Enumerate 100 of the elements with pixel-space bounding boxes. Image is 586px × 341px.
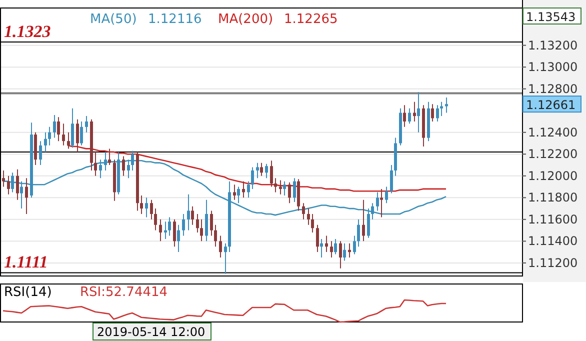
series-label: RSI:52.74414 xyxy=(80,285,168,300)
candlestick xyxy=(251,166,254,190)
candlestick xyxy=(182,213,185,236)
candlestick xyxy=(108,148,111,166)
candlestick xyxy=(436,104,439,122)
candlestick xyxy=(265,163,268,179)
candlestick xyxy=(348,242,351,258)
candlestick xyxy=(293,178,296,203)
candlestick xyxy=(288,182,291,204)
candlestick xyxy=(390,164,393,194)
candlestick xyxy=(247,180,250,198)
candlestick xyxy=(431,104,434,122)
candlestick xyxy=(256,162,259,179)
candlestick xyxy=(445,97,448,114)
candlestick xyxy=(237,186,240,204)
candlestick xyxy=(67,132,70,150)
candlestick xyxy=(196,213,199,233)
candlestick xyxy=(440,101,443,117)
candlestick xyxy=(343,242,346,262)
ref-line-label: 1.1323 xyxy=(4,22,52,42)
candlestick xyxy=(242,180,245,198)
y-tick-label: 1.12800 xyxy=(528,82,578,96)
candlestick xyxy=(71,108,74,148)
y-tick-label: 1.12200 xyxy=(528,147,578,162)
candlestick xyxy=(173,218,176,248)
candlestick xyxy=(177,224,180,253)
chart-title: RSI(14) xyxy=(4,285,52,300)
candlestick xyxy=(48,126,51,146)
candlestick xyxy=(283,180,286,196)
candlestick xyxy=(44,132,47,152)
candlestick xyxy=(362,199,365,242)
candlestick xyxy=(385,186,388,204)
candlestick xyxy=(168,216,171,236)
candlestick xyxy=(53,114,56,138)
y-tick-label: 1.13000 xyxy=(528,60,578,74)
candlestick xyxy=(145,197,148,218)
candlestick xyxy=(224,242,227,274)
candlestick xyxy=(219,235,222,258)
text: MA(200) xyxy=(218,12,274,27)
candlestick xyxy=(260,162,263,176)
candlestick xyxy=(214,224,217,248)
annotation: 1.12265 xyxy=(284,12,338,27)
y-tick-label: 1.13200 xyxy=(528,38,578,52)
y-tick-label: 1.11200 xyxy=(528,256,578,270)
candlestick xyxy=(274,178,277,193)
candlestick xyxy=(80,120,83,146)
y-tick-label: 1.11800 xyxy=(528,190,578,205)
text: 2019-05-14 12:00 xyxy=(97,325,206,339)
candlestick xyxy=(403,104,406,128)
ref-line-label: 1.1111 xyxy=(4,252,48,272)
annotation: 1.12116 xyxy=(148,12,202,27)
candlestick xyxy=(316,224,319,253)
candlestick xyxy=(150,199,153,220)
candlestick xyxy=(57,116,60,142)
candlestick xyxy=(408,108,411,124)
candlestick xyxy=(357,218,360,248)
candlestick xyxy=(325,235,328,253)
text: 1.13543 xyxy=(526,10,576,24)
candlestick xyxy=(302,202,305,220)
candlestick xyxy=(122,156,125,176)
candlestick xyxy=(16,168,19,200)
candlestick xyxy=(417,92,420,133)
candlestick xyxy=(353,235,356,255)
candlestick xyxy=(25,178,28,214)
candlestick xyxy=(20,180,23,210)
y-tick-label: 1.11400 xyxy=(528,234,578,248)
candlestick xyxy=(376,192,379,212)
candlestick xyxy=(320,238,323,258)
candlestick xyxy=(140,194,143,214)
candlestick xyxy=(2,170,5,188)
candlestick xyxy=(154,208,157,231)
y-tick-label: 1.11600 xyxy=(528,212,578,226)
candlestick xyxy=(413,101,416,122)
candlestick xyxy=(205,199,208,242)
candlestick xyxy=(159,218,162,242)
candlestick xyxy=(233,184,236,200)
candlestick xyxy=(311,213,314,233)
candlestick xyxy=(380,188,383,218)
candlestick xyxy=(210,210,213,236)
candlestick xyxy=(307,208,310,226)
candlestick xyxy=(339,240,342,269)
candlestick xyxy=(270,160,273,188)
candlestick xyxy=(62,123,65,146)
candlestick xyxy=(11,172,14,193)
candlestick xyxy=(330,240,333,258)
candlestick xyxy=(187,194,190,231)
text: MA(50) xyxy=(90,12,137,27)
y-tick-label: 1.12000 xyxy=(528,168,578,183)
candlestick xyxy=(164,221,167,240)
candlestick xyxy=(279,180,282,195)
y-tick-label: 1.12400 xyxy=(528,125,578,140)
candlestick xyxy=(200,218,203,242)
candlestick xyxy=(39,140,42,166)
candlestick xyxy=(76,118,79,152)
candlestick xyxy=(85,116,88,133)
text: 1.12661 xyxy=(526,98,576,112)
candlestick xyxy=(7,175,10,195)
candlestick xyxy=(94,151,97,176)
candlestick xyxy=(334,238,337,255)
candlestick xyxy=(191,206,194,226)
